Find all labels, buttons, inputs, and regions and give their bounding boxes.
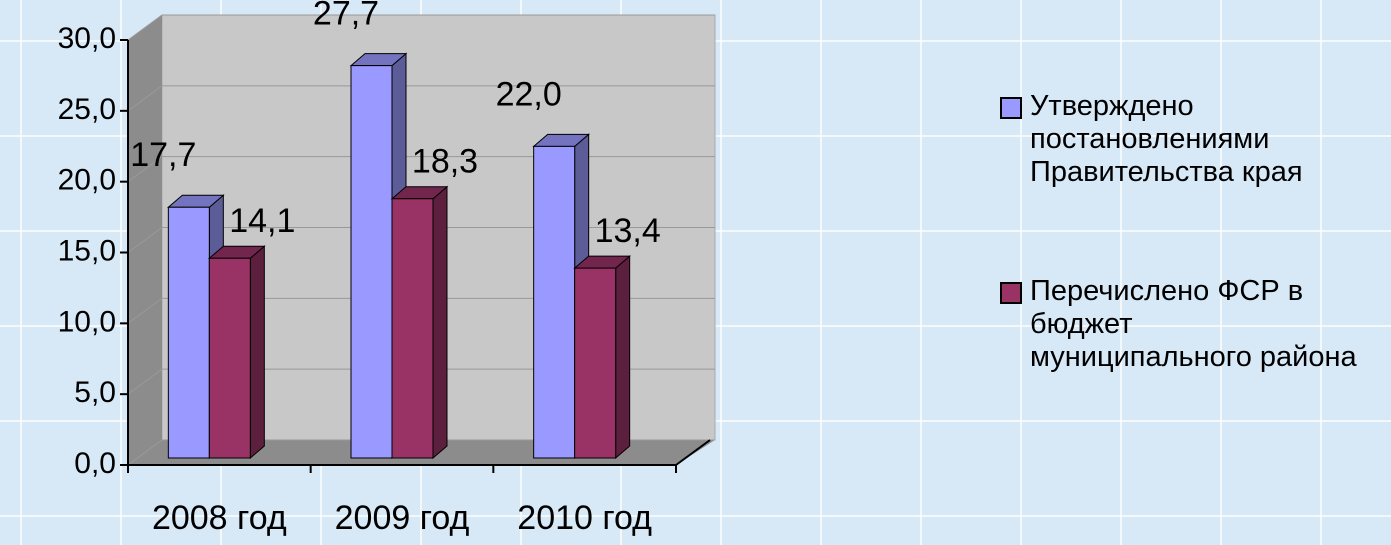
data-label: 27,7 [313, 0, 379, 33]
grid-line [127, 227, 715, 253]
bar-face [249, 245, 265, 460]
data-label: 22,0 [496, 75, 562, 113]
bar-face [574, 267, 617, 459]
data-label: 13,4 [595, 212, 661, 250]
grid-line [127, 85, 715, 112]
data-label: 17,7 [130, 136, 196, 174]
grid-line [127, 368, 715, 395]
legend-entry: Утверждено постановлениями Правительства… [1000, 90, 1385, 189]
bar [390, 185, 449, 460]
legend-label: Перечислено ФСР в бюджет муниципального … [1030, 275, 1357, 373]
y-tick-label: 0,0 [74, 447, 116, 480]
bar-face [432, 185, 448, 460]
bar-face [615, 255, 631, 460]
y-tick-label: 10,0 [58, 305, 116, 338]
y-tick-label: 20,0 [58, 164, 116, 197]
grid-line [127, 156, 715, 183]
bar-face [167, 206, 210, 459]
x-tick-label: 2008 год [152, 499, 287, 537]
y-tick-label: 30,0 [58, 22, 116, 55]
bar-face [533, 145, 576, 459]
data-label: 18,3 [412, 143, 478, 181]
grid-line [127, 14, 715, 41]
legend-swatch [1000, 282, 1022, 304]
bar-face [350, 65, 393, 459]
legend-entry: Перечислено ФСР в бюджет муниципального … [1000, 275, 1385, 374]
x-axis-end [675, 439, 711, 466]
y-tick-label: 15,0 [58, 234, 116, 267]
bar-face [208, 257, 251, 459]
legend-swatch [1000, 97, 1022, 119]
grid-line [127, 439, 715, 466]
y-tick-label: 25,0 [58, 93, 116, 126]
x-tick-label: 2009 год [335, 499, 470, 537]
chart: 0,0 5,0 10,0 15,0 20,0 25,0 30,0 2008 год 17,7 14… [58, 0, 716, 537]
legend-label: Утверждено постановлениями Правительства… [1030, 90, 1303, 188]
bar [207, 245, 266, 460]
bar-face [391, 198, 434, 459]
bar [573, 255, 632, 460]
x-tick-label: 2010 год [517, 499, 652, 537]
grid-line [127, 297, 715, 324]
y-tick-label: 5,0 [74, 376, 116, 409]
data-label: 14,1 [229, 202, 295, 240]
